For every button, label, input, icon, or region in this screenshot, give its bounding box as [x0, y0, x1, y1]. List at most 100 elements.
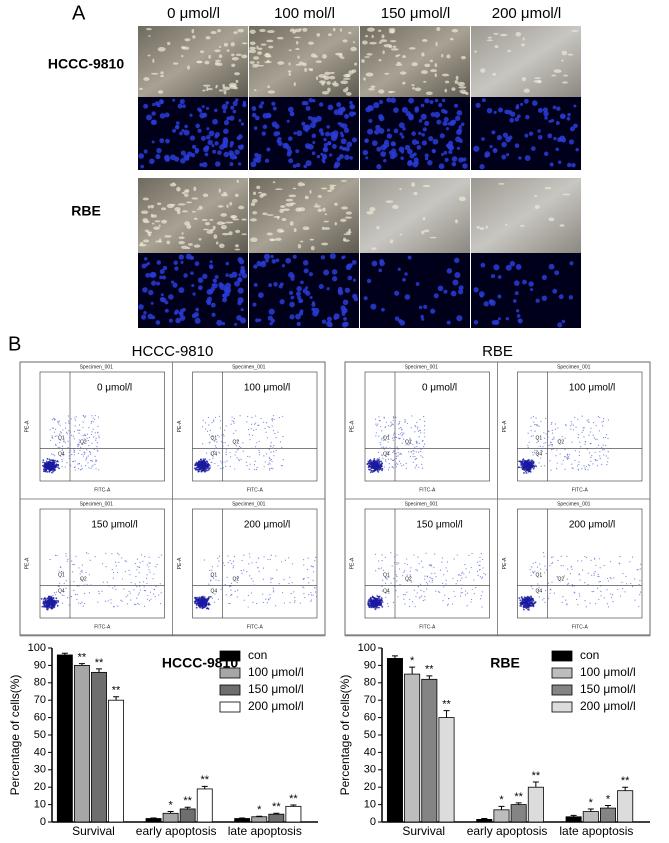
event-dot	[218, 452, 219, 453]
nucleus	[343, 147, 346, 150]
event-dot	[233, 567, 234, 568]
event-dot	[465, 590, 466, 591]
x-category-label-major: Survival	[402, 824, 445, 838]
legend-swatch	[552, 668, 572, 678]
cell	[178, 203, 186, 205]
cell	[423, 81, 426, 83]
event-dot	[603, 421, 604, 422]
event-dot	[369, 462, 371, 464]
event-dot	[270, 579, 271, 580]
event-dot	[73, 461, 74, 462]
event-dot	[610, 577, 611, 578]
brightfield-image	[471, 178, 581, 253]
nucleus	[332, 276, 337, 281]
event-dot	[417, 428, 418, 429]
event-dot	[84, 438, 85, 439]
cell	[318, 209, 322, 212]
significance-label: *	[168, 799, 173, 811]
nucleus	[538, 108, 543, 113]
cell	[208, 88, 213, 90]
event-dot	[482, 591, 483, 592]
event-dot	[204, 559, 205, 560]
cell	[362, 41, 368, 45]
cell	[152, 223, 155, 225]
event-dot	[397, 455, 398, 456]
event-dot	[273, 451, 274, 452]
cell	[267, 214, 274, 216]
nucleus	[230, 162, 234, 166]
bar	[618, 791, 633, 822]
event-dot	[603, 437, 604, 438]
event-dot	[546, 453, 547, 454]
cell	[216, 242, 219, 245]
event-dot	[598, 599, 599, 600]
cell	[436, 42, 438, 46]
nucleus	[414, 106, 419, 111]
nucleus	[280, 282, 284, 286]
event-dot	[416, 422, 417, 423]
event-dot	[544, 565, 545, 566]
event-dot	[600, 595, 601, 596]
cell	[196, 61, 203, 64]
event-dot	[383, 601, 384, 602]
y-tick-label: 60	[34, 712, 46, 724]
event-dot	[303, 564, 304, 565]
nucleus	[238, 162, 241, 165]
cell	[308, 42, 314, 45]
cell	[444, 89, 447, 93]
event-dot	[571, 467, 572, 468]
cell	[399, 188, 401, 190]
event-dot	[425, 553, 426, 554]
event-dot	[267, 559, 268, 560]
event-dot	[135, 604, 136, 605]
nucleus	[151, 302, 154, 305]
nucleus	[431, 112, 436, 117]
event-dot	[394, 459, 395, 460]
event-dot	[274, 433, 275, 434]
event-dot	[535, 465, 536, 466]
event-dot	[404, 563, 405, 564]
event-dot	[412, 444, 413, 445]
event-dot	[269, 457, 270, 458]
event-dot	[579, 573, 580, 574]
event-dot	[543, 552, 544, 553]
event-dot	[590, 461, 591, 462]
nucleus	[231, 272, 237, 278]
nucleus	[240, 144, 244, 148]
nucleus	[494, 148, 497, 151]
event-dot	[199, 600, 201, 602]
cell	[548, 217, 554, 221]
event-dot	[524, 606, 526, 608]
cell	[179, 236, 185, 239]
event-dot	[398, 434, 399, 435]
event-dot	[540, 421, 541, 422]
cell	[214, 49, 220, 52]
event-dot	[208, 583, 209, 584]
y-axis-title: Percentage of cells(%)	[8, 675, 22, 796]
event-dot	[214, 441, 215, 442]
event-dot	[316, 596, 317, 597]
event-dot	[549, 460, 550, 461]
event-dot	[137, 566, 138, 567]
cell	[231, 216, 235, 219]
event-dot	[543, 598, 544, 599]
cell	[143, 198, 149, 201]
event-dot	[394, 556, 395, 557]
chart-title: RBE	[490, 655, 520, 671]
event-dot	[195, 600, 197, 602]
event-dot	[52, 419, 53, 420]
event-dot	[83, 455, 84, 456]
event-dot	[528, 609, 530, 611]
event-dot	[551, 563, 552, 564]
event-dot	[530, 569, 531, 570]
event-dot	[268, 426, 269, 427]
event-dot	[263, 568, 264, 569]
nucleus	[365, 139, 369, 143]
event-dot	[566, 425, 567, 426]
event-dot	[457, 580, 458, 581]
nucleus	[175, 125, 178, 128]
event-dot	[62, 454, 63, 455]
event-dot	[225, 461, 226, 462]
event-dot	[53, 468, 55, 470]
cell	[364, 56, 370, 58]
